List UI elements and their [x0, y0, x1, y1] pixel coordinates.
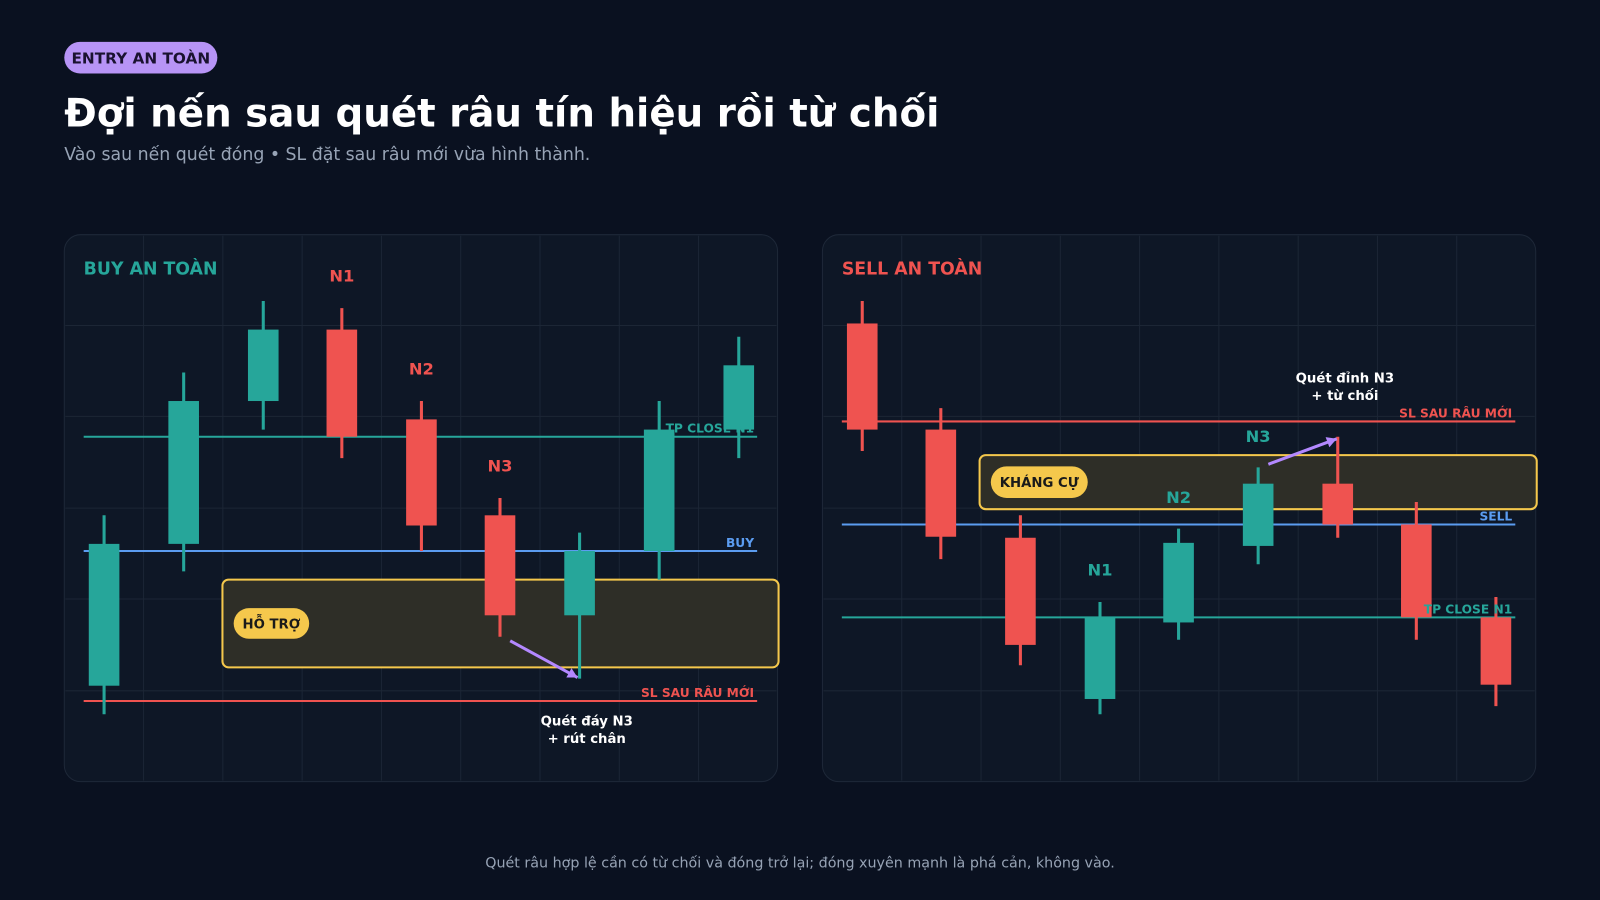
candle-body [643, 429, 675, 552]
candle-body [1005, 537, 1036, 645]
candle-label: N2 [409, 359, 434, 378]
candle-label: N1 [329, 267, 354, 286]
zone-pill [990, 466, 1088, 498]
buy-panel: BUY AN TOÀN TP CLOSE N1 BUY SL SAU RÂU MỚI H… [63, 234, 780, 783]
candle-label: N3 [1246, 427, 1271, 446]
candle-label: N1 [1087, 561, 1112, 580]
footer: Quét râu hợp lệ cần có từ chối và đóng t… [485, 854, 1115, 871]
candle-body [484, 515, 516, 616]
annotation: + rút chân [548, 731, 626, 747]
candle-body [168, 401, 199, 544]
candle-body [564, 551, 595, 616]
zone-pill [233, 608, 310, 639]
panel-title: BUY AN TOÀN [84, 257, 218, 279]
subtitle: Vào sau nến quét đóng • SL đặt sau râu m… [64, 144, 590, 165]
level-label: TP CLOSE N1 [666, 422, 754, 436]
candle-label: N3 [487, 456, 512, 475]
sell-panel: SELL AN TOÀN SL SAU RÂU MỚI SELL TP CLOSE N… [821, 234, 1538, 783]
level-label: SL SAU RÂU MỚI [1399, 405, 1512, 420]
annotation: + từ chối [1311, 387, 1378, 404]
candle-body [88, 543, 120, 686]
candle-body [846, 323, 878, 430]
sweep-arrow [509, 639, 579, 679]
candle-body [247, 329, 279, 402]
candle-body [1163, 542, 1194, 623]
candle-body [1084, 617, 1116, 699]
sweep-arrow [1267, 437, 1338, 466]
arrow-head [1325, 437, 1337, 448]
candle-body [1322, 483, 1354, 525]
candle-body [406, 419, 437, 526]
arrow-head [566, 668, 578, 678]
candle-body [1480, 617, 1512, 685]
candle-body [925, 429, 957, 537]
panel-title: SELL AN TOÀN [842, 257, 982, 279]
zone-label: KHÁNG CỰ [1000, 473, 1080, 491]
level-label: SL SAU RÂU MỚI [641, 685, 754, 700]
candle-body [1401, 524, 1432, 618]
candle-body [1242, 483, 1274, 546]
level-label: BUY [726, 536, 754, 550]
level-label: TP CLOSE N1 [1424, 602, 1513, 616]
annotation: Quét đáy N3 [541, 714, 633, 730]
level-label: SELL [1479, 509, 1512, 523]
candle-label: N2 [1166, 488, 1191, 507]
title: Đợi nến sau quét râu tín hiệu rồi từ chố… [64, 92, 939, 137]
candle-body [326, 329, 358, 437]
badge-text: ENTRY AN TOÀN [71, 48, 210, 67]
zone-label: HỖ TRỢ [243, 613, 301, 633]
badge [64, 41, 218, 74]
candle-body [723, 365, 755, 430]
annotation: Quét đỉnh N3 [1296, 371, 1394, 387]
